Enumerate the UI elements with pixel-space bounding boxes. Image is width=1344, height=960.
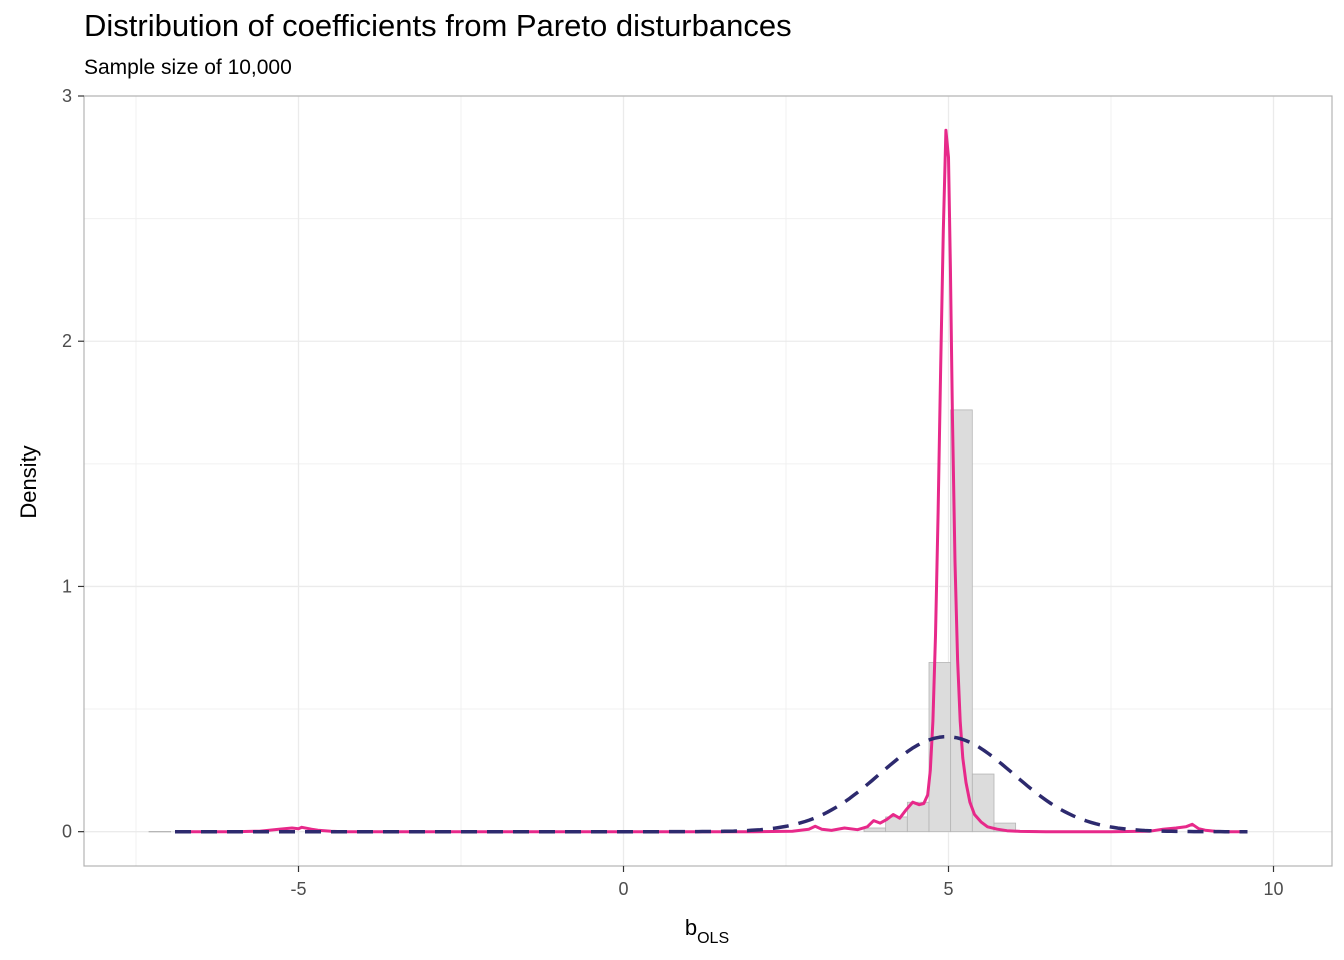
density-lines-layer bbox=[175, 128, 1248, 834]
grid-layer bbox=[84, 95, 1332, 866]
x-axis-tick-label: 10 bbox=[1263, 879, 1283, 899]
chart-subtitle: Sample size of 10,000 bbox=[84, 56, 292, 79]
x-axis-title-subscript: OLS bbox=[697, 930, 729, 947]
y-axis-title: Density bbox=[16, 445, 41, 518]
y-axis-tick-label: 0 bbox=[62, 822, 72, 842]
normal-density-line bbox=[175, 734, 1248, 834]
x-axis-tick-label: 5 bbox=[943, 879, 953, 899]
histogram-layer bbox=[148, 409, 1038, 833]
histogram-bar bbox=[950, 409, 973, 833]
histogram-bar bbox=[863, 827, 887, 833]
x-axis-tick-label: 0 bbox=[618, 879, 628, 899]
y-axis-tick-label: 1 bbox=[62, 576, 72, 596]
kernel-density-line bbox=[175, 128, 1248, 834]
y-axis-tick-label: 3 bbox=[62, 86, 72, 106]
axis-layer: -5 0 5 10 0 1 2 3 bbox=[62, 86, 1284, 899]
x-axis-title: bOLS bbox=[685, 915, 729, 947]
chart-title: Distribution of coefficients from Pareto… bbox=[84, 8, 792, 43]
histogram-bar bbox=[148, 831, 172, 833]
x-axis-tick-label: -5 bbox=[290, 879, 306, 899]
x-axis-title-main: b bbox=[685, 915, 697, 940]
panel-border bbox=[83, 95, 1333, 867]
y-axis-tick-label: 2 bbox=[62, 331, 72, 351]
